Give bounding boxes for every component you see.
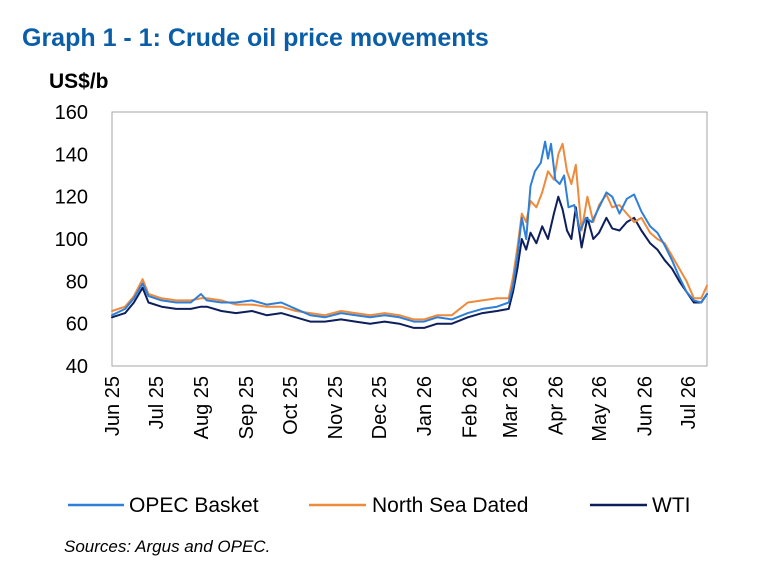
x-tick-label: Jun 26 (634, 376, 656, 436)
legend-label-opec-basket: OPEC Basket (129, 494, 259, 517)
x-tick-label: Feb 26 (459, 376, 481, 438)
y-tick-label: 160 (55, 102, 88, 124)
legend-label-wti: WTI (652, 494, 690, 517)
y-tick-label: 60 (66, 314, 88, 336)
y-tick-label: 140 (55, 144, 88, 166)
x-tick-label: Mar 26 (500, 376, 522, 438)
x-tick-label: Nov 25 (325, 376, 347, 439)
plot-area-frame (111, 111, 708, 367)
x-tick-label: Apr 26 (545, 376, 567, 435)
x-tick-label: May 26 (589, 376, 611, 442)
x-tick-label: Jul 26 (678, 376, 700, 429)
x-tick-label: Aug 25 (191, 376, 213, 439)
x-tick-label: Jul 25 (146, 376, 168, 429)
x-tick-label: Oct 25 (280, 376, 302, 435)
y-tick-label: 40 (66, 356, 88, 378)
y-tick-label: 120 (55, 187, 88, 209)
x-tick-label: Dec 25 (369, 376, 391, 439)
legend-label-north-sea-dated: North Sea Dated (372, 494, 528, 517)
series-line-wti (111, 195, 708, 329)
y-axis-label: US$/b (49, 70, 109, 93)
source-note: Sources: Argus and OPEC. (64, 537, 271, 556)
series-line-opec-basket (111, 140, 708, 323)
x-tick-label: Jun 25 (102, 376, 124, 436)
x-tick-label: Sep 25 (236, 376, 258, 439)
y-tick-label: 80 (66, 271, 88, 293)
chart-title: Graph 1 - 1: Crude oil price movements (22, 24, 489, 52)
x-tick-label: Jan 26 (414, 376, 436, 436)
y-tick-label: 100 (55, 229, 88, 251)
